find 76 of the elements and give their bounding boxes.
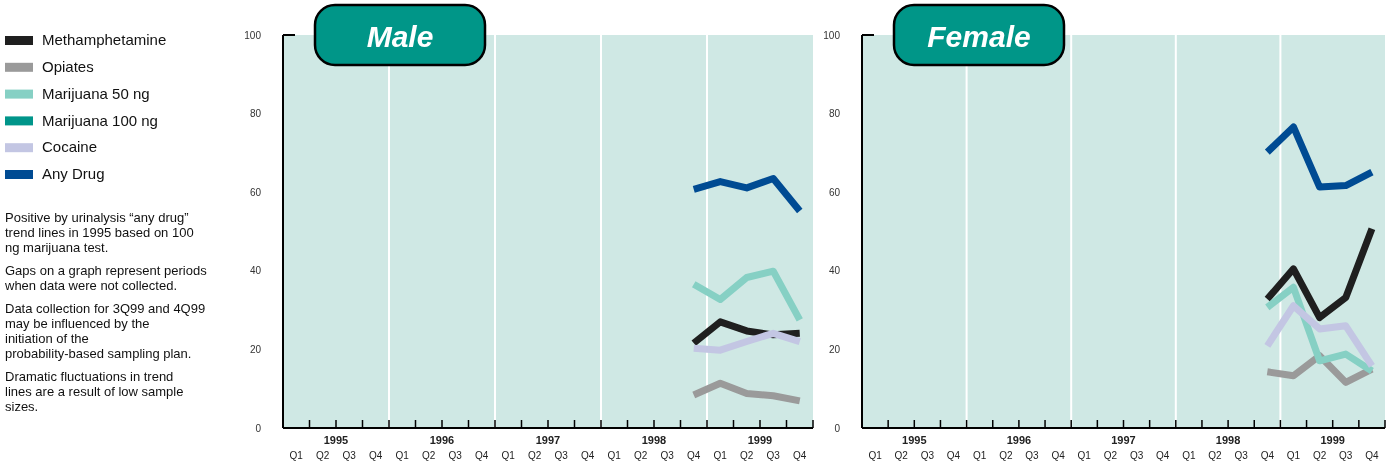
x-tick-label: Q1 xyxy=(1286,450,1301,461)
x-tick-label: Q2 xyxy=(316,450,330,461)
title-badge: Female xyxy=(892,3,1066,67)
x-tick-label: Q3 xyxy=(1025,450,1040,461)
y-tick-label: 60 xyxy=(249,186,262,198)
x-tick-label: Q1 xyxy=(1077,450,1092,461)
y-tick-label: 100 xyxy=(244,29,262,41)
y-tick-label: 20 xyxy=(249,343,262,355)
x-tick-label: Q2 xyxy=(999,450,1013,461)
x-tick-label: Q3 xyxy=(1339,450,1353,461)
x-tick-label: Q1 xyxy=(713,450,728,461)
legend-label: Cocaine xyxy=(42,138,98,156)
x-tick-label: Q3 xyxy=(342,450,357,461)
x-tick-label: Q4 xyxy=(1365,450,1380,461)
x-tick-label: Q2 xyxy=(634,450,648,461)
y-tick-label: 0 xyxy=(255,422,262,434)
text: 1998 xyxy=(1215,434,1241,446)
title-badge: Male xyxy=(313,3,487,67)
x-tick-label: Q2 xyxy=(422,450,436,461)
y-tick-label: 100 xyxy=(823,29,841,41)
x-tick-label: Q4 xyxy=(1051,450,1066,461)
x-tick-label: Q3 xyxy=(920,450,935,461)
x-tick-label: Q3 xyxy=(660,450,675,461)
x-tick-label: Q4 xyxy=(1260,450,1275,461)
text: Positive by urinalysis “any drug” trend lines in 1995 based on 100 ng marijuana test. xyxy=(5,210,194,255)
y-tick-label: 20 xyxy=(828,343,841,355)
text: 1995 xyxy=(902,434,927,446)
text: 1996 xyxy=(1006,434,1032,446)
x-tick-label: Q2 xyxy=(1103,450,1118,461)
legend-label: Opiates xyxy=(42,58,94,76)
text: 1997 xyxy=(1111,434,1136,446)
x-tick-label: Q3 xyxy=(766,450,781,461)
x-tick-label: Q2 xyxy=(528,450,542,461)
y-tick-label: 40 xyxy=(249,265,262,277)
x-tick-label: Q1 xyxy=(501,450,516,461)
legend-label: Any Drug xyxy=(42,165,105,183)
x-tick-label: Q4 xyxy=(475,450,489,461)
x-tick-label: Q3 xyxy=(1129,450,1144,461)
x-tick-label: Q1 xyxy=(1182,450,1196,461)
x-tick-label: Q3 xyxy=(1234,450,1249,461)
x-tick-label: Q1 xyxy=(289,450,304,461)
text: Data collection for 3Q99 and 4Q99 may be influenced by the initiation of the probability-based sampling plan. xyxy=(5,301,206,361)
y-tick-label: 40 xyxy=(828,265,841,277)
x-tick-label: Q3 xyxy=(554,450,569,461)
x-tick-label: Q4 xyxy=(581,450,595,461)
chart-title: Male xyxy=(366,19,434,53)
text: 1996 xyxy=(429,434,455,446)
y-tick-label: 80 xyxy=(828,108,841,120)
x-tick-label: Q4 xyxy=(946,450,961,461)
x-tick-label: Q4 xyxy=(369,450,383,461)
y-tick-label: 80 xyxy=(249,108,262,120)
text: 1995 xyxy=(323,434,349,446)
legend-label: Marijuana 50 ng xyxy=(42,84,150,102)
x-tick-label: Q1 xyxy=(607,450,622,461)
x-tick-label: Q2 xyxy=(1312,450,1327,461)
text: 1997 xyxy=(535,434,561,446)
y-tick-label: 0 xyxy=(834,422,841,434)
x-tick-label: Q4 xyxy=(1156,450,1170,461)
text: Dramatic fluctuations in trend lines are a result of low sample sizes. xyxy=(5,369,184,414)
x-tick-label: Q2 xyxy=(740,450,754,461)
legend-label: Marijuana 100 ng xyxy=(42,111,158,129)
x-tick-label: Q3 xyxy=(448,450,463,461)
x-tick-label: Q1 xyxy=(868,450,883,461)
y-tick-label: 60 xyxy=(828,186,841,198)
text: 1999 xyxy=(1320,434,1345,446)
x-tick-label: Q4 xyxy=(793,450,807,461)
x-tick-label: Q2 xyxy=(1208,450,1223,461)
chart-title: Female xyxy=(927,19,1031,53)
x-tick-label: Q1 xyxy=(973,450,987,461)
text: 1998 xyxy=(641,434,667,446)
x-tick-label: Q1 xyxy=(395,450,410,461)
text: 1999 xyxy=(747,434,773,446)
text: Gaps on a graph represent periods when data were not collected. xyxy=(4,263,208,293)
legend-label: Methamphetamine xyxy=(42,31,167,49)
x-tick-label: Q4 xyxy=(687,450,701,461)
x-tick-label: Q2 xyxy=(894,450,909,461)
